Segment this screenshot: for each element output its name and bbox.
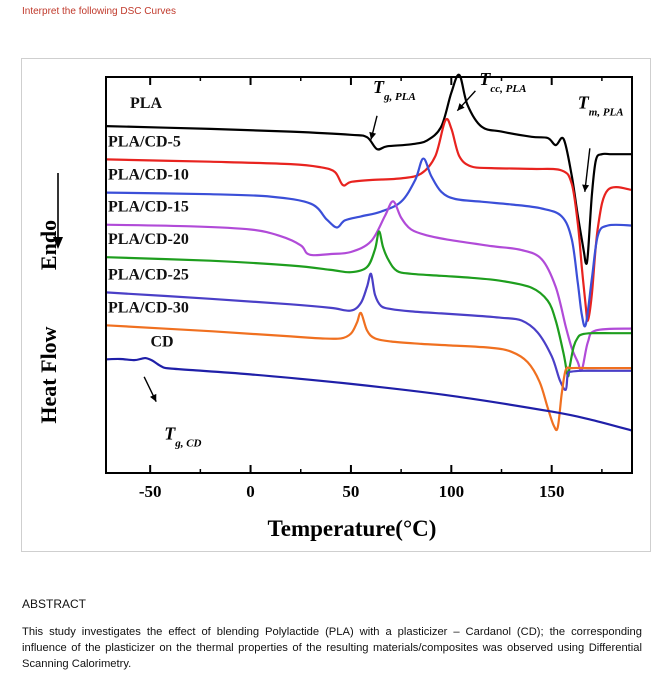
annotation-m-pla: T	[578, 93, 590, 113]
x-tick-label: 100	[439, 482, 465, 501]
dsc-chart: -50 0 50 100 150 PLA PLA/CD-5 PLA/CD-10 PLA/CD-…	[36, 69, 633, 541]
annotation-arrowhead	[457, 103, 465, 111]
series-line-pla	[105, 73, 632, 265]
x-tick-label: -50	[139, 482, 162, 501]
series-line-pla-cd-30	[105, 311, 632, 432]
series-label-pla-cd-30: PLA/CD-30	[108, 299, 189, 316]
x-axis-label: Temperature(°C)	[268, 516, 437, 541]
series-line-cd	[105, 356, 633, 432]
annotation-g-pla: T	[373, 77, 385, 97]
annotation-arrowhead	[582, 184, 590, 192]
abstract-heading: ABSTRACT	[22, 597, 87, 611]
annotation-subscript: g, PLA	[383, 91, 416, 103]
series-labels: PLA PLA/CD-5 PLA/CD-10 PLA/CD-15 PLA/CD-20 PL…	[108, 95, 189, 350]
series-label-pla-cd-25: PLA/CD-25	[108, 266, 189, 283]
x-axis-ticks: -50 0 50 100 150	[139, 77, 603, 501]
series-line-pla-cd-20	[105, 230, 632, 378]
prompt-text: Interpret the following DSC Curves	[22, 6, 176, 17]
annotation-g-cd: T	[164, 423, 176, 443]
plot-area-border	[105, 76, 633, 474]
series-label-cd: CD	[150, 333, 173, 350]
series-label-pla-cd-15: PLA/CD-15	[108, 199, 189, 216]
figure-panel: -50 0 50 100 150 PLA PLA/CD-5 PLA/CD-10 PLA/CD-…	[21, 58, 651, 552]
annotation-arrowhead	[369, 131, 377, 140]
x-tick-label: 150	[539, 482, 565, 501]
series-line-pla-cd-25	[105, 272, 632, 391]
y-axis-label: Heat Flow	[36, 326, 61, 423]
series-label-pla-cd-5: PLA/CD-5	[108, 133, 181, 150]
annotation-arrowhead	[150, 393, 157, 402]
series-line-pla-cd-15	[105, 200, 633, 372]
endo-arrow-head	[53, 237, 63, 249]
series-label-pla: PLA	[130, 95, 162, 112]
annotation-subscript: cc, PLA	[490, 83, 526, 95]
abstract-body: This study investigates the effect of bl…	[22, 626, 642, 670]
x-tick-label: 50	[342, 482, 359, 501]
series-line-pla-cd-5	[105, 117, 633, 322]
series-label-pla-cd-10: PLA/CD-10	[108, 167, 189, 184]
x-tick-label: 0	[246, 482, 255, 501]
series-label-pla-cd-20: PLA/CD-20	[108, 231, 189, 248]
annotation-arrow	[584, 148, 591, 192]
annotation-cc-pla: T	[479, 69, 491, 89]
annotation-subscript: g, CD	[174, 437, 201, 449]
series-line-pla-cd-10	[105, 157, 633, 328]
series-layer	[105, 73, 633, 432]
annotation-subscript: m, PLA	[589, 107, 624, 119]
